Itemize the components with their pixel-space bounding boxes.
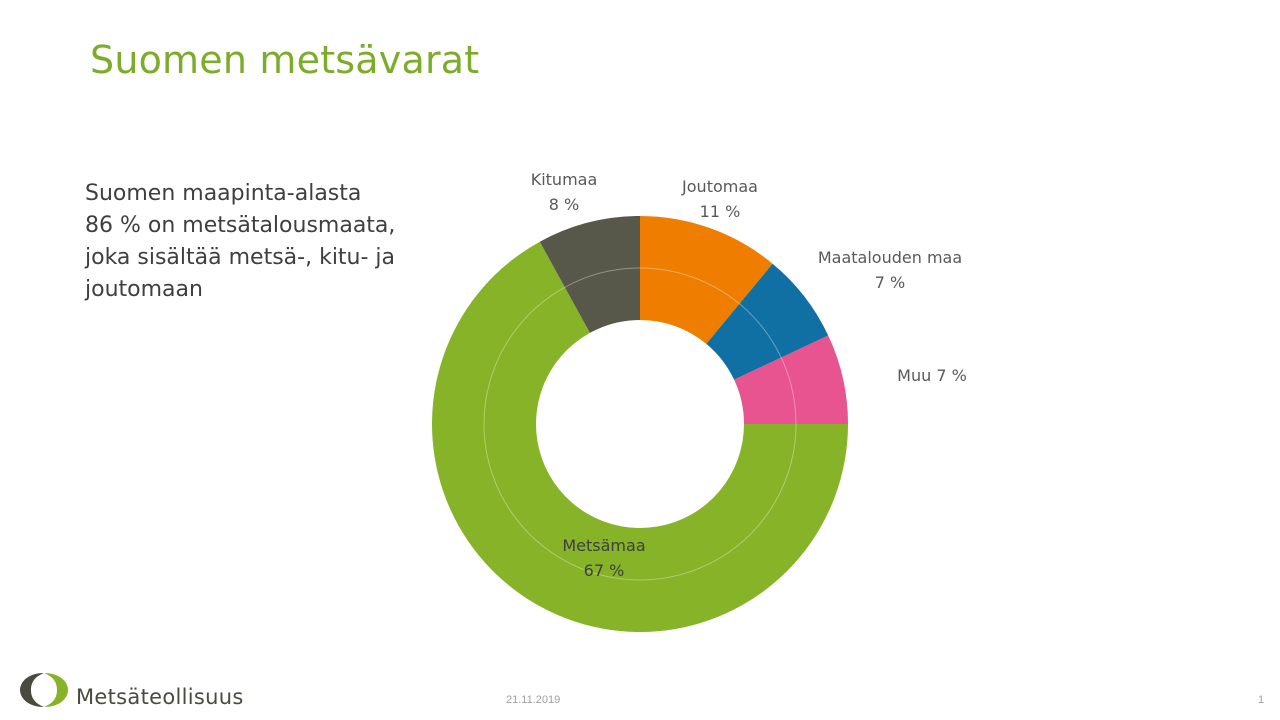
data-label-muu: Muu 7 %	[897, 366, 967, 385]
body-line: joka sisältää metsä-, kitu- ja	[85, 245, 396, 270]
data-label-kitumaa: Kitumaa 8 %	[531, 170, 598, 214]
slice-maatalouden-maa	[706, 263, 829, 380]
ring-divider	[639, 267, 740, 305]
metsateollisuus-logo-icon	[20, 673, 68, 707]
data-label-metsämaa: Metsämaa 67 %	[562, 536, 645, 580]
slide-title: Suomen metsävarat	[90, 38, 480, 82]
ring-divider	[780, 357, 797, 425]
slice-kitumaa	[539, 216, 640, 333]
data-label-joutomaa: Joutomaa 11 %	[681, 177, 758, 221]
ring-divider	[564, 267, 641, 288]
data-label-maatalouden-maa: Maatalouden maa 7 %	[818, 248, 962, 292]
slide-page-number: 1	[1258, 694, 1265, 706]
footer-logo-text: Metsäteollisuus	[76, 685, 244, 709]
slide-date: 21.11.2019	[506, 694, 561, 706]
body-line: Suomen maapinta-alasta	[85, 181, 362, 206]
slice-joutomaa	[640, 216, 773, 344]
slice-muu	[734, 335, 848, 424]
ring-divider	[483, 286, 797, 581]
body-line: 86 % on metsätalousmaata,	[85, 213, 396, 238]
body-line: joutomaan	[85, 277, 203, 302]
chart-labels: Joutomaa 11 % Maatalouden maa 7 % Muu 7 % Met…	[531, 170, 967, 580]
slice-metsämaa	[432, 241, 848, 632]
ring-divider	[739, 303, 782, 358]
slide-body-text: Suomen maapinta-alasta 86 % on metsätalo…	[85, 178, 405, 306]
chart-slices	[432, 216, 848, 632]
